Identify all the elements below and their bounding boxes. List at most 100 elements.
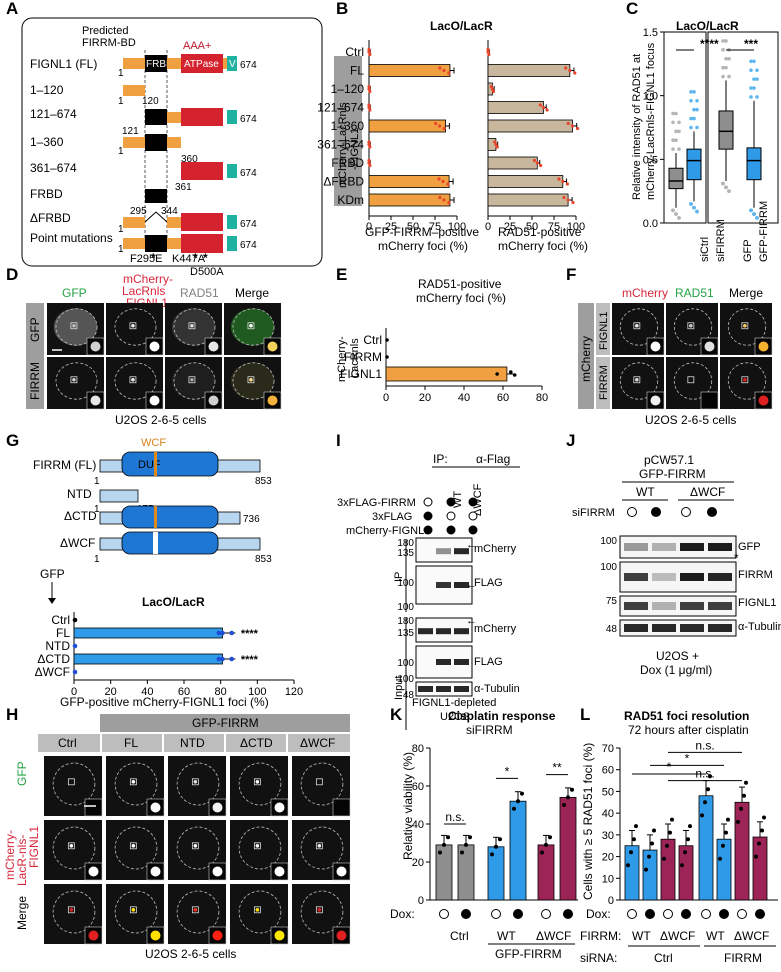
- panel-b-side-label: mCherry-LacRnls: [337, 102, 349, 188]
- panel-i-blot-ip-flag: FLAG: [474, 577, 503, 589]
- construct-label-fl: FIGNL1 (FL): [30, 57, 97, 71]
- construct-dfrbd-linker: [167, 217, 181, 228]
- panel-b-category-label: 361–674: [317, 138, 364, 152]
- panel-h-tile-focus: [131, 844, 136, 848]
- construct-point-linker: [167, 238, 181, 249]
- panel-e-tick-label: 20: [419, 392, 431, 404]
- panel-b-data-point: [566, 121, 570, 126]
- panel-b-data-point: [538, 103, 542, 107]
- panel-d-tile-focus-box: [188, 322, 196, 330]
- panel-b-category-label: KDm: [337, 193, 364, 207]
- panel-i-band: [436, 659, 451, 665]
- panel-c-outlier: [677, 129, 681, 134]
- panel-k-group-dwcf: ΔWCF: [536, 929, 571, 943]
- panel-b-data-point: [367, 103, 371, 107]
- panel-l-firrm-wt1: WT: [632, 929, 651, 943]
- panel-b-data-point: [486, 47, 490, 52]
- panel-i-marker: [446, 511, 456, 521]
- panel-j-sirna: siFIRRM: [572, 507, 615, 519]
- panel-d-tile-nucleus: [171, 362, 216, 400]
- construct-point-atpase: [181, 234, 223, 253]
- construct-label-dfrbd: ΔFRBD: [30, 211, 71, 225]
- panel-k-data-point: [520, 791, 524, 796]
- panel-j-band: [624, 624, 648, 632]
- panel-b-bar: [487, 64, 571, 77]
- construct-1-360-nterm: [123, 137, 145, 148]
- wcf-motif: [154, 452, 157, 476]
- panel-l-data-point: [629, 850, 633, 855]
- panel-h-tile-inset-focus: [336, 930, 347, 941]
- panel-h-tile-cell-outline: [114, 762, 158, 806]
- panel-h-row-mcherry-a: mCherry-: [3, 830, 17, 880]
- panel-b-xlabel1a: GFP-FIRRM–positive: [365, 225, 479, 239]
- panel-b-data-point: [367, 105, 371, 110]
- panel-c-outlier: [677, 147, 681, 151]
- panel-i-band: [436, 548, 451, 555]
- panel-d-col-rad51: RAD51: [180, 286, 219, 300]
- panel-g-sig: ****: [241, 628, 259, 640]
- panel-d-tile-inset-focus: [149, 341, 160, 352]
- panel-f-tile-focus: [689, 323, 693, 328]
- panel-g-tick-label: 100: [248, 686, 266, 698]
- panel-h-tile-inset-focus: [212, 802, 223, 813]
- panel-b-data-point: [545, 108, 549, 112]
- panel-k-data-point: [544, 842, 548, 847]
- panel-i-mw: 135: [397, 548, 414, 559]
- construct-dfrbd-end: 674: [240, 219, 257, 230]
- panel-g-data-point: [72, 617, 78, 623]
- panel-h-tile-focus-box: [129, 906, 137, 914]
- panel-c-outlier: [721, 48, 725, 52]
- panel-i-marker: [446, 497, 456, 507]
- panel-d-tile-focus: [131, 377, 135, 382]
- panel-k-group-ctrl: Ctrl: [450, 929, 469, 943]
- panel-g-data-point: [72, 669, 78, 675]
- panel-j-title1: pCW57.1: [644, 453, 694, 467]
- panel-k-group-wt: WT: [497, 929, 516, 943]
- panel-l-data-point: [700, 813, 704, 818]
- panel-b-data-point: [447, 200, 451, 205]
- panel-b-data-point: [437, 124, 442, 128]
- panel-l-data-point: [686, 837, 690, 842]
- panel-h-tile-focus-box: [253, 778, 261, 786]
- panel-c-outlier: [749, 95, 753, 99]
- panel-f-tile-focus: [743, 323, 747, 328]
- panel-g-category-label: NTD: [45, 639, 70, 653]
- panel-g-data-point: [216, 656, 222, 662]
- panel-d-tile-cell-outline: [232, 308, 275, 346]
- panel-h-tile-focus-box: [67, 906, 75, 914]
- panel-d-col-mcherry1: mCherry-: [123, 272, 173, 286]
- panel-c-outlier: [689, 125, 693, 130]
- panel-e-tick-label: 0: [383, 392, 389, 404]
- panel-h-group-label: GFP-FIRRM: [192, 716, 259, 730]
- panel-c-outlier: [689, 98, 693, 103]
- panel-e-tick-label: 80: [536, 392, 548, 404]
- panel-l-tick-label: 60: [602, 765, 614, 777]
- panel-d-row-firrm: FIRRM: [28, 362, 42, 400]
- panel-b-data-point: [367, 140, 371, 144]
- panel-j: J pCW57.1 GFP-FIRRM WT ΔWCF siFIRRM 1001…: [566, 431, 781, 677]
- v-domain-label: V: [229, 59, 236, 70]
- panel-b-data-point: [367, 47, 371, 52]
- panel-h-tile-focus: [69, 908, 74, 912]
- panel-f-tile-inset-focus: [704, 341, 715, 352]
- deletion-caret: [144, 211, 168, 223]
- panel-h-tile-cell-outline: [238, 826, 282, 870]
- panel-l-data-point: [670, 817, 674, 822]
- panel-j-band: [680, 624, 704, 632]
- firrm-fl-end: 853: [255, 476, 272, 487]
- panel-j-band: [624, 602, 648, 610]
- panel-d-tile-inset-focus: [149, 395, 160, 406]
- construct-121-674-end: 674: [240, 114, 257, 125]
- panel-l-firrm-wt2: WT: [706, 929, 725, 943]
- panel-l-data-point: [683, 850, 687, 855]
- panel-c-outlier: [695, 209, 699, 214]
- dwcf-gap: [153, 532, 158, 554]
- panel-d-tile-cell-outline: [232, 362, 275, 400]
- panel-k-data-point: [570, 787, 574, 792]
- panel-k-data-point: [460, 850, 464, 855]
- panel-g-tick-label: 40: [141, 686, 153, 698]
- panel-l-data-point: [644, 867, 648, 872]
- panel-c-outlier: [671, 120, 675, 125]
- panel-d-tile-cell-outline: [114, 362, 157, 400]
